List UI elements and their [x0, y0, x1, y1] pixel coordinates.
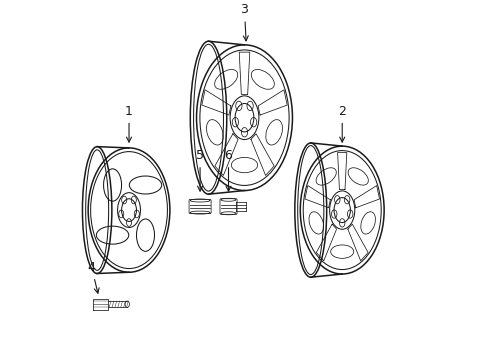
Text: 3: 3: [240, 4, 248, 41]
Text: 2: 2: [338, 105, 346, 142]
Text: 1: 1: [125, 105, 133, 142]
Text: 6: 6: [224, 149, 232, 191]
Text: 4: 4: [88, 261, 99, 293]
Text: 5: 5: [196, 149, 203, 191]
